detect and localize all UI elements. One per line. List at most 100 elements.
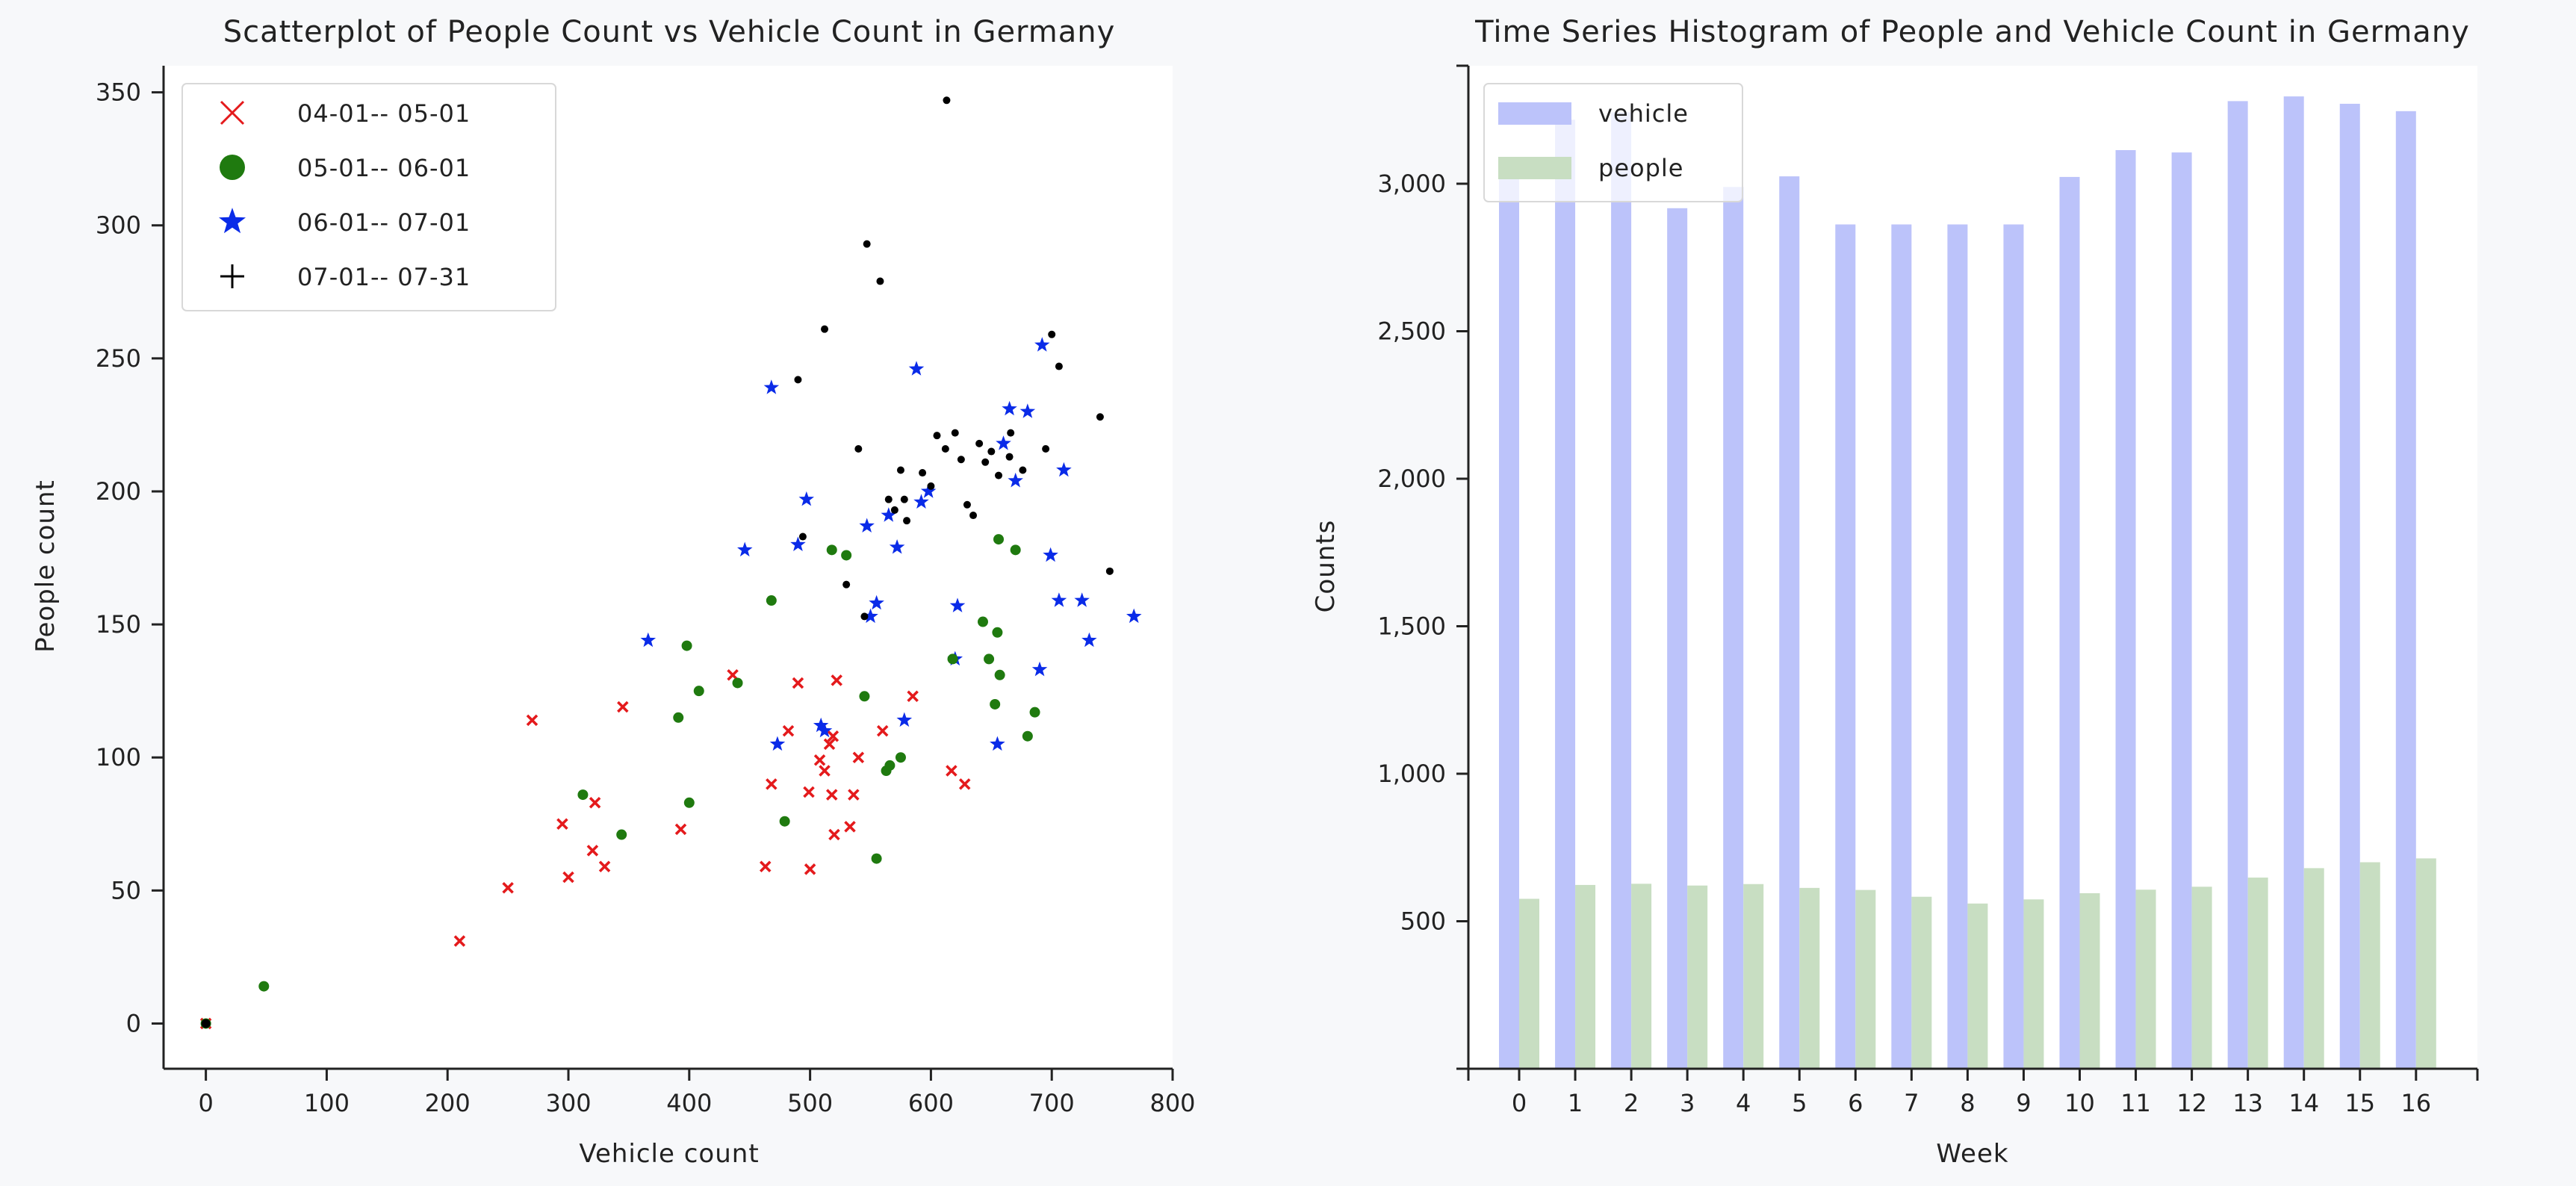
scatter-point (1126, 608, 1142, 624)
scatter-point (984, 653, 995, 665)
scatter-legend-marker (220, 100, 245, 125)
scatter-point (900, 495, 908, 503)
scatter-point (453, 935, 466, 947)
vehicle-bar (2283, 96, 2304, 1069)
scatter-point (813, 754, 826, 766)
scatter-y-tick-label: 0 (126, 1009, 141, 1037)
histogram-bars (1499, 96, 2436, 1069)
scatter-point (941, 444, 949, 453)
people-bar (2191, 887, 2212, 1069)
scatter-point (1002, 400, 1017, 416)
scatter-point (825, 789, 838, 801)
scatter-point (816, 722, 833, 738)
vehicle-bar (2003, 224, 2024, 1069)
scatter-point (598, 860, 611, 873)
histogram-x-tick-label: 6 (1848, 1089, 1863, 1117)
scatter-point (895, 752, 906, 763)
scatter-point (987, 447, 996, 456)
histogram-x-tick-label: 13 (2232, 1089, 2263, 1117)
scatter-point (876, 277, 884, 285)
histogram-y-tick-label: 2,000 (1377, 465, 1446, 493)
vehicle-bar (2059, 176, 2080, 1069)
scatter-point (794, 376, 802, 384)
scatter-legend-marker (220, 264, 244, 288)
histogram-x-axis-label: Week (1936, 1139, 2008, 1169)
histogram-panel: Time Series Histogram of People and Vehi… (1311, 15, 2479, 1169)
histogram-x-tick-label: 1 (1568, 1089, 1583, 1117)
scatter-point (957, 456, 965, 464)
scatter-point (779, 816, 790, 827)
scatter-point (863, 240, 871, 248)
histogram-legend-label: vehicle (1598, 99, 1689, 128)
histogram-x-tick-label: 12 (2176, 1089, 2207, 1117)
vehicle-bar (1723, 187, 1744, 1069)
scatter-point (969, 512, 978, 520)
scatter-title: Scatterplot of People Count vs Vehicle C… (223, 15, 1116, 49)
scatter-point (871, 853, 882, 864)
histogram-x-tick-label: 14 (2288, 1089, 2319, 1117)
scatter-point (826, 544, 837, 556)
scatter-axes: 0 100 200 300 400 500 600 700 800 0 50 100 150 200 250… (96, 66, 1196, 1117)
histogram-x-tick-label: 5 (1792, 1089, 1807, 1117)
people-bar (1743, 884, 1764, 1069)
scatter-point (994, 669, 1005, 680)
scatter-legend-marker (219, 208, 246, 234)
scatter-point (798, 533, 807, 541)
scatter-point (804, 863, 816, 875)
scatter-point (913, 494, 929, 509)
people-bar (2135, 890, 2156, 1069)
vehicle-bar (1555, 119, 1576, 1069)
histogram-x-tick-label: 15 (2344, 1089, 2375, 1117)
scatter-point (993, 534, 1005, 545)
scatter-point (996, 435, 1011, 450)
scatter-point (766, 595, 777, 606)
scatter-point (1029, 707, 1040, 718)
scatter-point (502, 881, 514, 894)
people-bar (2303, 868, 2324, 1069)
scatter-point (813, 717, 829, 733)
vehicle-bar (2115, 149, 2136, 1069)
people-bar (1967, 903, 1988, 1069)
scatter-point (1051, 592, 1067, 607)
vehicle-bar (1611, 112, 1632, 1069)
scatter-point (1034, 337, 1050, 352)
scatter-point (681, 640, 692, 651)
scatter-point (884, 760, 896, 771)
scatter-point (889, 539, 905, 554)
histogram-x-tick-label: 2 (1624, 1089, 1639, 1117)
scatter-point (674, 823, 687, 836)
scatter-point (844, 821, 856, 833)
scatter-point (863, 608, 878, 624)
scatter-point (1019, 466, 1027, 474)
scatter-point (798, 491, 814, 506)
histogram-x-tick-label: 3 (1680, 1089, 1695, 1117)
scatter-point (617, 701, 629, 713)
histogram-x-tick-label: 8 (1960, 1089, 1975, 1117)
histogram-y-tick-label: 1,000 (1377, 760, 1446, 788)
scatter-x-tick-label: 800 (1149, 1089, 1195, 1117)
people-bar (2247, 878, 2268, 1069)
scatter-x-tick-label: 600 (908, 1089, 954, 1117)
scatter-point (1056, 462, 1072, 477)
scatter-point (1005, 453, 1014, 461)
scatter-y-tick-label: 50 (111, 876, 141, 904)
scatter-point (869, 594, 884, 610)
scatter-point (852, 751, 865, 763)
scatter-point (1031, 661, 1048, 677)
scatter-point (963, 500, 971, 509)
scatter-legend-label: 05-01-- 06-01 (297, 154, 471, 182)
vehicle-bar (1891, 224, 1912, 1069)
scatter-point (1010, 544, 1021, 556)
histogram-x-tick-label: 11 (2120, 1089, 2151, 1117)
scatter-x-tick-label: 300 (545, 1089, 591, 1117)
histogram-x-tick-label: 10 (2064, 1089, 2095, 1117)
scatter-point (841, 550, 852, 561)
scatter-point (927, 482, 935, 490)
scatter-point (1074, 592, 1090, 607)
scatter-legend: 04-01-- 05-01 05-01-- 06-01 06-01-- 07-01 0… (181, 83, 556, 311)
scatter-point (821, 325, 829, 333)
scatter-y-tick-label: 250 (96, 344, 141, 373)
scatter-point (769, 736, 786, 751)
scatter-point (859, 518, 875, 533)
vehicle-bar (2227, 101, 2248, 1069)
